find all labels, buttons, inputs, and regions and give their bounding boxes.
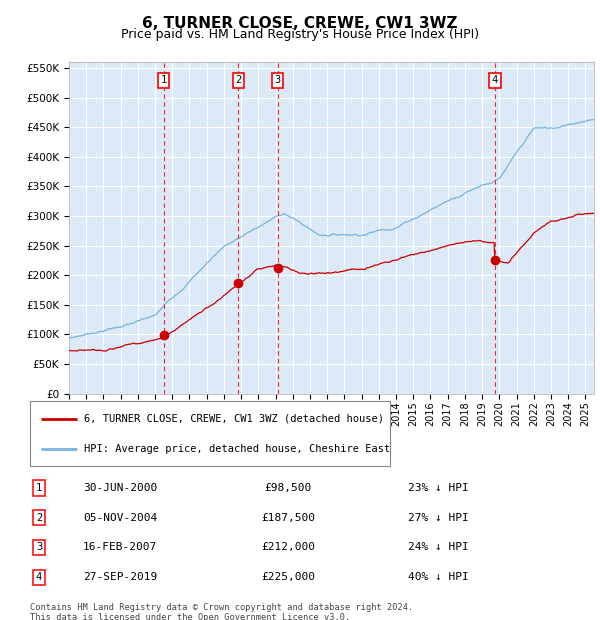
FancyBboxPatch shape	[30, 401, 390, 466]
Text: 27% ↓ HPI: 27% ↓ HPI	[407, 513, 469, 523]
Text: £225,000: £225,000	[261, 572, 315, 582]
Text: 1: 1	[161, 75, 167, 85]
Text: 27-SEP-2019: 27-SEP-2019	[83, 572, 157, 582]
Text: Price paid vs. HM Land Registry's House Price Index (HPI): Price paid vs. HM Land Registry's House …	[121, 28, 479, 41]
Text: 23% ↓ HPI: 23% ↓ HPI	[407, 483, 469, 493]
Text: 1: 1	[36, 483, 42, 493]
Text: 3: 3	[36, 542, 42, 552]
Text: HPI: Average price, detached house, Cheshire East: HPI: Average price, detached house, Ches…	[84, 444, 390, 454]
Text: 4: 4	[492, 75, 498, 85]
Text: £187,500: £187,500	[261, 513, 315, 523]
Text: £212,000: £212,000	[261, 542, 315, 552]
Text: 2: 2	[36, 513, 42, 523]
Text: £98,500: £98,500	[265, 483, 311, 493]
Text: 2: 2	[235, 75, 242, 85]
Text: 6, TURNER CLOSE, CREWE, CW1 3WZ: 6, TURNER CLOSE, CREWE, CW1 3WZ	[142, 16, 458, 30]
Text: 16-FEB-2007: 16-FEB-2007	[83, 542, 157, 552]
Text: 6, TURNER CLOSE, CREWE, CW1 3WZ (detached house): 6, TURNER CLOSE, CREWE, CW1 3WZ (detache…	[84, 414, 384, 423]
Text: 40% ↓ HPI: 40% ↓ HPI	[407, 572, 469, 582]
Text: 4: 4	[36, 572, 42, 582]
Text: 3: 3	[274, 75, 281, 85]
Text: 05-NOV-2004: 05-NOV-2004	[83, 513, 157, 523]
Text: 30-JUN-2000: 30-JUN-2000	[83, 483, 157, 493]
Text: Contains HM Land Registry data © Crown copyright and database right 2024.
This d: Contains HM Land Registry data © Crown c…	[30, 603, 413, 620]
Text: 24% ↓ HPI: 24% ↓ HPI	[407, 542, 469, 552]
